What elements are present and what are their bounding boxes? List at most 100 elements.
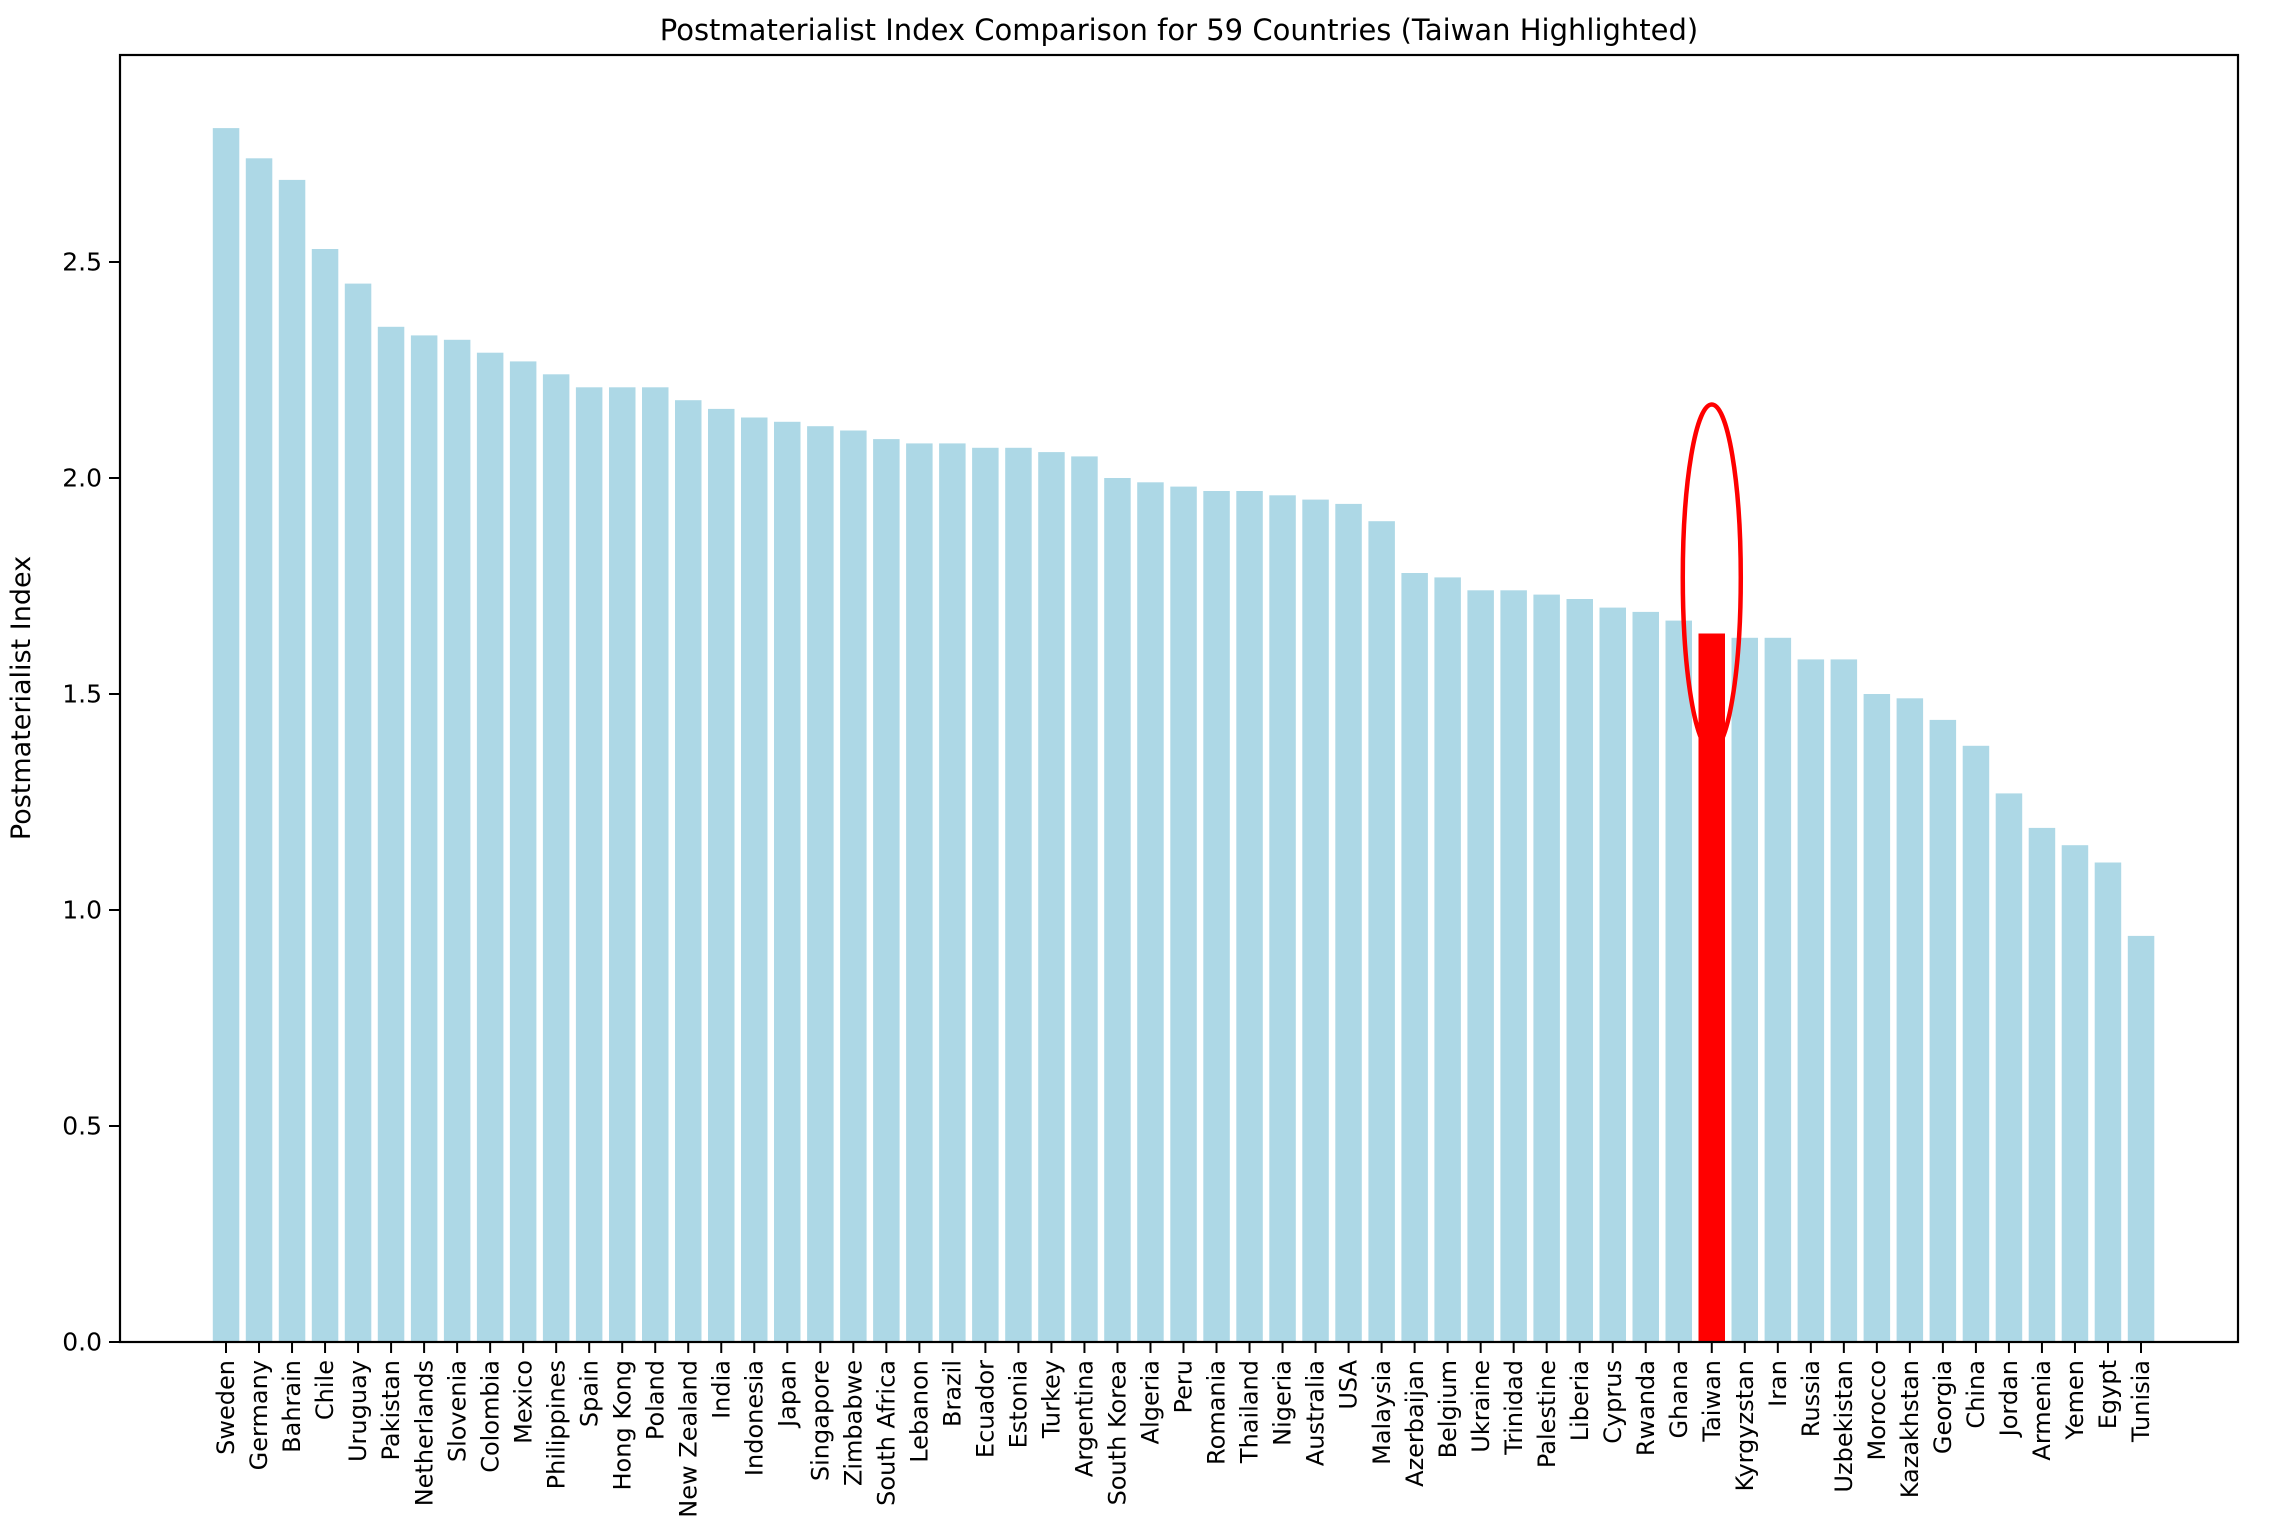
bar [873, 439, 900, 1343]
x-tick-label: China [1962, 1360, 1990, 1429]
x-tick-label: Sweden [212, 1360, 240, 1455]
bar [245, 158, 273, 1342]
x-tick-label: USA [1335, 1359, 1363, 1409]
bar [1467, 590, 1494, 1342]
x-tick-label: Uzbekistan [1830, 1360, 1858, 1493]
x-tick-label: Egypt [2094, 1360, 2122, 1429]
bar [476, 352, 504, 1342]
x-tick-label: Romania [1203, 1360, 1231, 1465]
bar [1665, 620, 1692, 1342]
bar [906, 443, 933, 1342]
y-tick-label: 0.5 [62, 1112, 102, 1141]
x-tick-label: Ukraine [1467, 1360, 1495, 1453]
bar [1764, 637, 1792, 1342]
x-tick-label: Estonia [1005, 1360, 1033, 1448]
x-tick-label: Turkey [1038, 1360, 1066, 1439]
x-tick-label: Singapore [806, 1360, 834, 1481]
x-tick-label: Georgia [1929, 1360, 1957, 1454]
bar [212, 128, 240, 1343]
bar [939, 443, 966, 1342]
x-tick-label: Malaysia [1368, 1360, 1396, 1465]
bar [542, 374, 570, 1342]
x-tick-label: Azerbaijan [1401, 1360, 1429, 1487]
bar [1566, 599, 1593, 1342]
bar [1368, 521, 1395, 1342]
x-tick-label: Armenia [2028, 1360, 2056, 1461]
axes-group: Sweden Germany Bahrain Chile Uruguay Pakistan… [62, 53, 2240, 1516]
bar [1302, 499, 1329, 1343]
bar [1137, 482, 1164, 1342]
y-tick-label: 1.0 [62, 896, 102, 925]
bar [1104, 478, 1131, 1342]
bar [642, 387, 669, 1342]
x-tick-label: Rwanda [1632, 1360, 1660, 1456]
x-tick-label: Argentina [1071, 1360, 1099, 1477]
x-tick-label: Spain [575, 1360, 603, 1427]
x-tick-label: Liberia [1566, 1360, 1594, 1441]
bar [741, 417, 768, 1342]
x-tick-label: Thailand [1236, 1360, 1264, 1464]
x-tick-label: Taiwan [1698, 1360, 1726, 1443]
bar [2127, 935, 2155, 1342]
bars-group [212, 128, 2155, 1343]
x-tick-label: Colombia [476, 1360, 504, 1473]
bar [1896, 698, 1924, 1342]
x-tick-label: Chile [311, 1360, 339, 1420]
highlight-annotation-group [1680, 402, 1744, 753]
x-tick-label: Ghana [1665, 1360, 1693, 1438]
bar [410, 335, 438, 1342]
x-tick-label: Uruguay [344, 1360, 372, 1462]
bar [1599, 607, 1626, 1342]
bar [278, 179, 306, 1342]
x-tick-label: Mexico [509, 1360, 537, 1444]
bar [1533, 594, 1560, 1342]
bar [1038, 452, 1065, 1343]
x-tick-label: Morocco [1863, 1360, 1891, 1461]
bar [1335, 503, 1362, 1342]
y-tick-label: 0.0 [62, 1328, 102, 1357]
x-tick-label: Ecuador [972, 1360, 1000, 1458]
x-tick-label: Nigeria [1269, 1360, 1297, 1446]
bar [1962, 745, 1990, 1342]
x-tick-label: Poland [641, 1360, 669, 1440]
x-tick-label: New Zealand [674, 1360, 702, 1516]
bar [1203, 491, 1230, 1342]
bar [609, 387, 636, 1342]
bar [1830, 659, 1858, 1342]
bar [1632, 611, 1659, 1342]
bar [509, 361, 537, 1342]
bar [1929, 719, 1957, 1342]
x-tick-label: Jordan [1995, 1360, 2023, 1438]
bar [1863, 694, 1891, 1342]
bar [1071, 456, 1098, 1342]
x-tick-label: Zimbabwe [839, 1360, 867, 1486]
x-tick-label: Algeria [1137, 1360, 1165, 1444]
bar [2028, 827, 2056, 1342]
bar [311, 249, 339, 1342]
y-tick-label: 2.5 [62, 248, 102, 277]
x-tick-label: Trinidad [1500, 1360, 1528, 1456]
x-tick-label: Germany [245, 1360, 273, 1470]
x-tick-label: South Korea [1104, 1360, 1132, 1505]
x-tick-label: Netherlands [410, 1360, 438, 1506]
bar [1236, 491, 1263, 1342]
bar [443, 339, 471, 1342]
bar [344, 283, 372, 1343]
bar [1401, 573, 1428, 1342]
x-tick-label: Brazil [939, 1360, 967, 1427]
y-tick-label: 1.5 [62, 680, 102, 709]
bar [675, 400, 702, 1342]
x-tick-label: Slovenia [443, 1360, 471, 1462]
x-tick-label: Yemen [2061, 1360, 2089, 1441]
x-tick-label: Russia [1797, 1360, 1825, 1437]
bar [2094, 862, 2122, 1342]
bar [972, 447, 999, 1342]
x-tick-label: Pakistan [377, 1360, 405, 1461]
taiwan-highlight-ellipse [1680, 402, 1744, 753]
bar [377, 326, 405, 1342]
bar [1005, 447, 1032, 1342]
x-tick-label: Indonesia [740, 1360, 768, 1476]
bar [1434, 577, 1461, 1342]
x-tick-label: Philippines [542, 1360, 570, 1489]
